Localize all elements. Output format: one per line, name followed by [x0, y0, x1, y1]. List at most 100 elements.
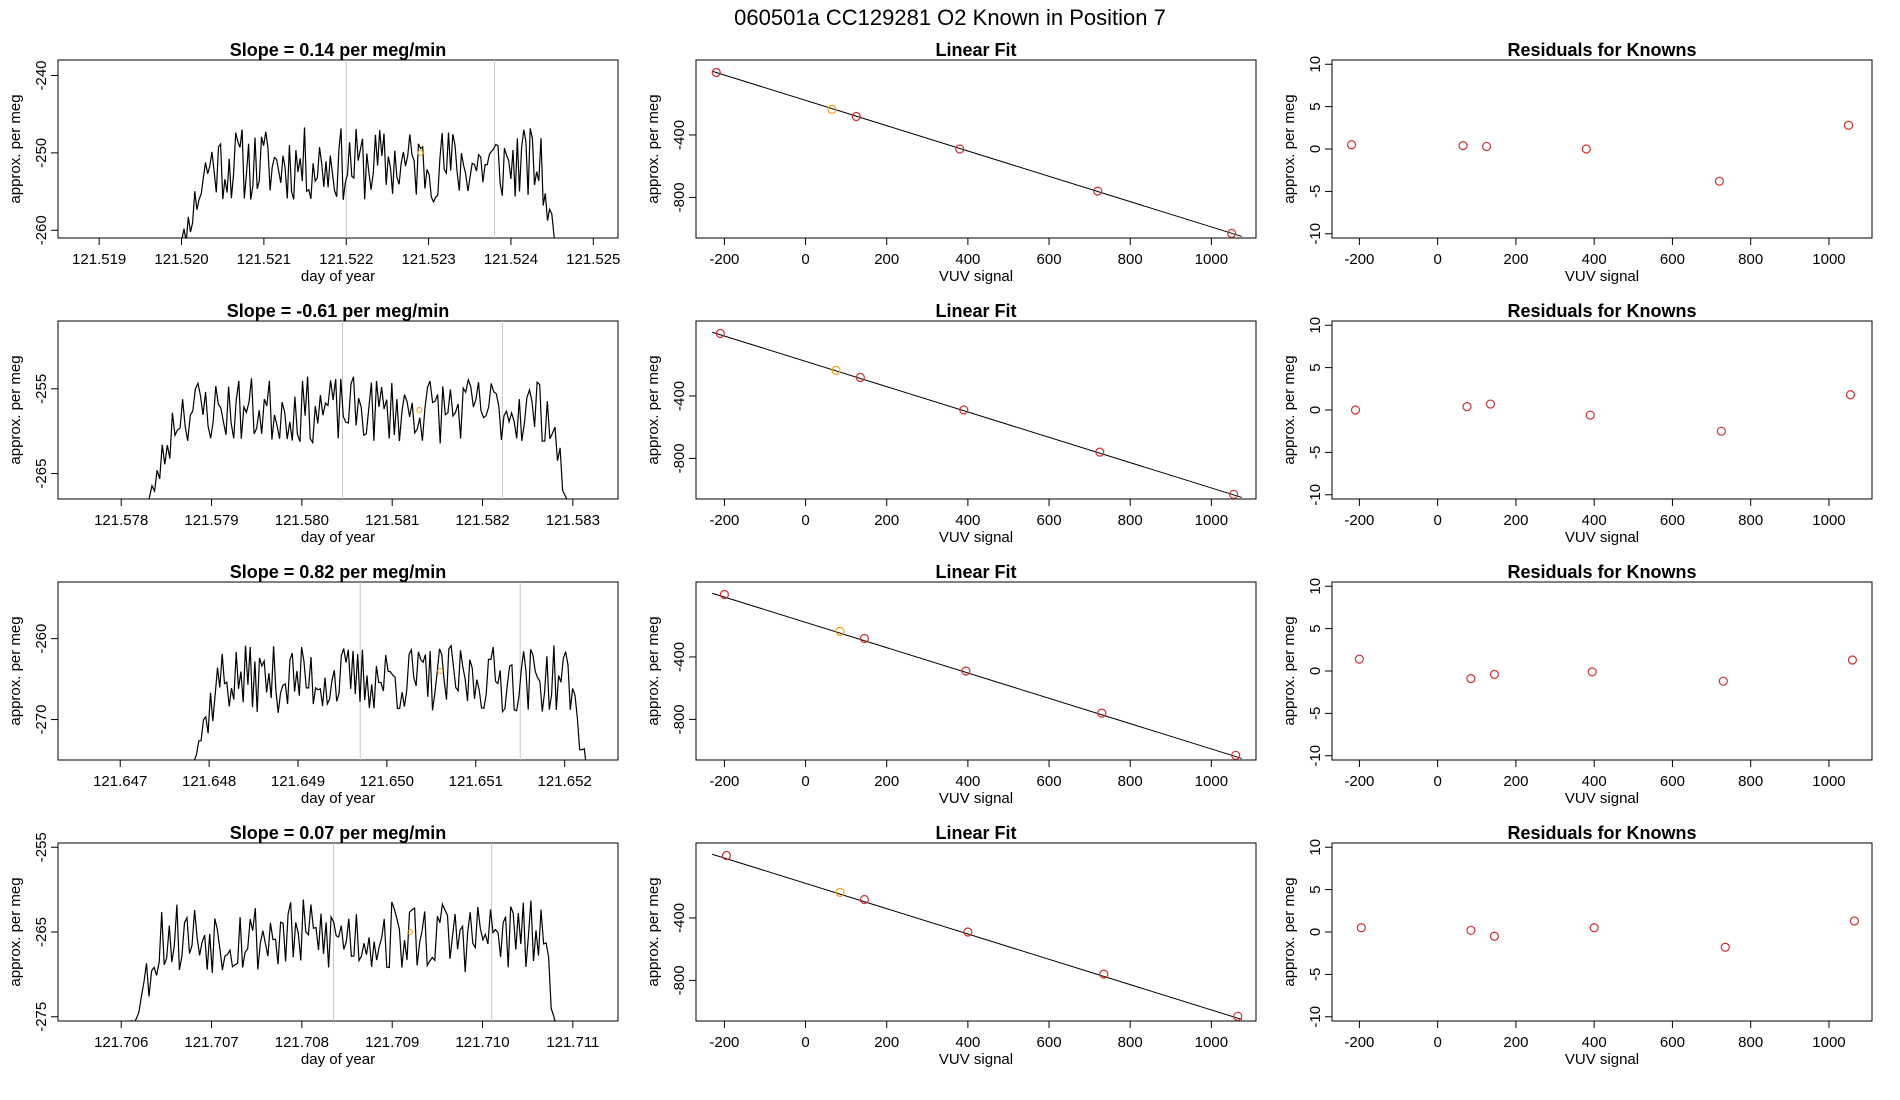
time-series-x-tick-label: 121.650 — [360, 773, 414, 790]
residual-point — [1481, 141, 1492, 152]
residuals-x-tick-label: 200 — [1503, 251, 1528, 268]
linear-fit-point — [1099, 969, 1109, 979]
residual-point — [1354, 654, 1364, 664]
linear-fit-title: Linear Fit — [935, 40, 1016, 60]
time-series-y-axis-label: approx. per meg — [7, 616, 24, 725]
linear-fit-point — [961, 666, 971, 676]
linear-fit-x-tick-label: 1000 — [1195, 1034, 1228, 1051]
time-series-x-tick-label: 121.583 — [546, 512, 600, 529]
linear-fit-x-axis-label: VUV signal — [939, 268, 1013, 285]
residuals-y-tick-label: 5 — [1307, 885, 1324, 893]
linear-fit-point — [1093, 186, 1103, 196]
time-series-x-tick-label: 121.579 — [184, 512, 238, 529]
linear-fit-x-tick-label: 1000 — [1195, 251, 1228, 268]
linear-fit-x-tick-label: 800 — [1118, 773, 1143, 790]
residuals-x-tick-label: -200 — [1344, 1034, 1374, 1051]
time-series-title: Slope = -0.61 per meg/min — [227, 301, 450, 321]
time-series-x-tick-label: 121.580 — [275, 512, 329, 529]
time-series-y-tick-label: -265 — [33, 917, 50, 947]
linear-fit-plot-frame — [695, 581, 1257, 761]
residuals-x-axis-label: VUV signal — [1565, 790, 1639, 807]
linear-fit-x-tick-label: 400 — [955, 1034, 980, 1051]
residuals-x-tick-label: 1000 — [1812, 773, 1845, 790]
residuals-y-tick-label: 0 — [1307, 145, 1324, 153]
linear-fit-line — [712, 70, 1242, 237]
residuals-x-tick-label: 0 — [1433, 512, 1441, 529]
linear-fit-y-axis-label: approx. per meg — [645, 616, 662, 725]
linear-fit-x-tick-label: 1000 — [1195, 773, 1228, 790]
linear-fit-point — [963, 927, 973, 937]
linear-fit-title: Linear Fit — [935, 301, 1016, 321]
residual-point — [1466, 674, 1476, 684]
residuals-x-tick-label: -200 — [1344, 512, 1374, 529]
time-series-y-axis-label: approx. per meg — [7, 877, 24, 986]
linear-fit-x-tick-label: 0 — [801, 512, 809, 529]
time-series-highlight-point — [417, 149, 424, 156]
residual-point — [1714, 176, 1724, 186]
linear-fit-x-tick-label: 400 — [955, 512, 980, 529]
time-series-title: Slope = 0.07 per meg/min — [230, 823, 447, 843]
residuals-plot-frame — [1331, 581, 1873, 761]
linear-fit-x-tick-label: 0 — [801, 1034, 809, 1051]
linear-fit-x-tick-label: 800 — [1118, 251, 1143, 268]
residuals-y-tick-label: 5 — [1307, 102, 1324, 110]
linear-fit-y-tick-label: -400 — [671, 120, 688, 150]
linear-fit-x-tick-label: -200 — [709, 251, 739, 268]
time-series-y-tick-label: -270 — [33, 705, 50, 735]
residual-point — [1847, 655, 1858, 665]
linear-fit-point — [1095, 447, 1105, 457]
residuals-y-tick-label: 5 — [1307, 363, 1324, 371]
residuals-x-tick-label: 800 — [1738, 773, 1763, 790]
residual-point — [1845, 390, 1856, 400]
linear-fit-panel: Linear Fit -200 0 200 400 600 800 1000 -400 -800 V… — [645, 823, 1257, 1068]
linear-fit-x-tick-label: -200 — [709, 512, 739, 529]
time-series-panel: Slope = 0.14 per meg/min 121.519 121.520 12… — [7, 40, 620, 285]
panels: Slope = 0.14 per meg/min 121.519 121.520 12… — [7, 40, 1873, 1068]
residuals-y-axis-label: approx. per meg — [1281, 616, 1298, 725]
residual-point — [1485, 399, 1496, 409]
residuals-x-tick-label: 600 — [1660, 251, 1685, 268]
residual-point — [1589, 923, 1599, 933]
time-series-x-tick-label: 121.522 — [319, 251, 373, 268]
residuals-y-tick-label: 10 — [1307, 317, 1324, 334]
residuals-x-tick-label: -200 — [1344, 251, 1374, 268]
linear-fit-point — [715, 328, 725, 339]
time-series-y-tick-label: -255 — [33, 832, 50, 862]
linear-fit-point — [835, 887, 845, 897]
time-series-x-tick-label: 121.582 — [455, 512, 509, 529]
residuals-x-tick-label: 1000 — [1812, 512, 1845, 529]
time-series-x-tick-label: 121.581 — [365, 512, 419, 529]
residuals-x-tick-label: 800 — [1738, 251, 1763, 268]
residuals-x-tick-label: 1000 — [1812, 1034, 1845, 1051]
linear-fit-point — [1227, 228, 1237, 238]
time-series-x-tick-label: 121.520 — [154, 251, 208, 268]
residual-point — [1716, 426, 1726, 436]
linear-fit-line — [712, 853, 1242, 1020]
residuals-y-tick-label: -10 — [1307, 745, 1324, 767]
linear-fit-y-axis-label: approx. per meg — [645, 877, 662, 986]
time-series-y-tick-label: -260 — [33, 624, 50, 654]
residuals-title: Residuals for Knowns — [1507, 823, 1696, 843]
time-series-panel: Slope = 0.07 per meg/min 121.706 121.707 12… — [7, 823, 619, 1068]
residuals-y-tick-label: -5 — [1307, 446, 1324, 459]
linear-fit-point — [1231, 750, 1241, 760]
residuals-x-tick-label: 600 — [1660, 1034, 1685, 1051]
linear-fit-point — [831, 365, 841, 375]
linear-fit-x-axis-label: VUV signal — [939, 790, 1013, 807]
linear-fit-point — [859, 633, 870, 644]
residuals-panel: Residuals for Knowns-200 0 200 400 600 800 100… — [1281, 562, 1873, 807]
time-series-line — [130, 899, 556, 1021]
residuals-y-tick-label: 10 — [1307, 578, 1324, 595]
time-series-line — [181, 127, 555, 238]
linear-fit-x-tick-label: 600 — [1037, 1034, 1062, 1051]
time-series-plot-frame — [57, 320, 619, 500]
linear-fit-point — [959, 405, 969, 415]
linear-fit-x-tick-label: 600 — [1037, 512, 1062, 529]
linear-fit-x-tick-label: 600 — [1037, 251, 1062, 268]
residual-point — [1581, 144, 1591, 154]
linear-fit-y-tick-label: -800 — [671, 965, 688, 995]
residuals-x-tick-label: 400 — [1582, 512, 1607, 529]
time-series-x-tick-label: 121.648 — [182, 773, 236, 790]
residuals-y-tick-label: -10 — [1307, 223, 1324, 245]
residuals-y-tick-label: 5 — [1307, 624, 1324, 632]
